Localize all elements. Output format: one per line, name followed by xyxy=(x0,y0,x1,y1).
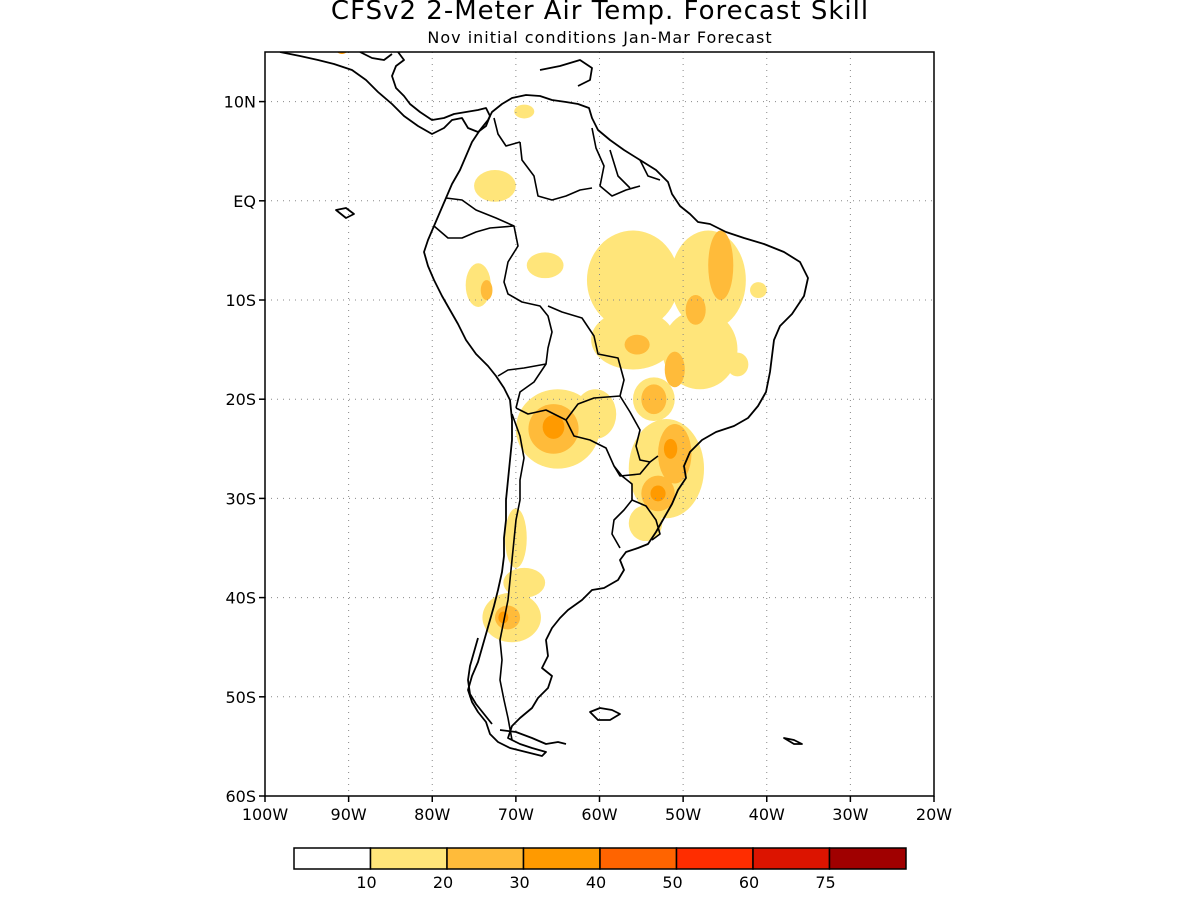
colorbar-swatch xyxy=(522,847,601,870)
coastlines xyxy=(279,52,809,757)
lat-tick-label: 10S xyxy=(225,291,256,310)
lon-tick-label: 50W xyxy=(665,805,701,824)
colorbar-label: 10 xyxy=(356,873,376,892)
south-georgia-island xyxy=(783,737,803,745)
colorbar-label: 60 xyxy=(739,873,759,892)
skill-area-level-3 xyxy=(663,438,678,459)
lon-tick-label: 70W xyxy=(498,805,534,824)
south-america-coastline xyxy=(423,94,809,757)
skill-area-level-2 xyxy=(708,230,734,300)
chile-archipelago xyxy=(467,637,493,725)
lon-tick-label: 80W xyxy=(414,805,450,824)
page-subtitle: Nov initial conditions Jan-Mar Forecast xyxy=(427,28,773,47)
skill-area-level-1 xyxy=(750,282,767,299)
colorbar-label: 30 xyxy=(509,873,529,892)
skill-area-level-2 xyxy=(624,334,650,355)
skill-area-level-2 xyxy=(685,295,706,325)
colorbar-label: 50 xyxy=(662,873,682,892)
lon-tick-label: 100W xyxy=(242,805,289,824)
skill-area-level-3 xyxy=(542,415,565,439)
lon-tick-label: 40W xyxy=(749,805,785,824)
lat-tick-label: 40S xyxy=(225,589,256,608)
lat-tick-label: 50S xyxy=(225,688,256,707)
page-title: CFSv2 2-Meter Air Temp. Forecast Skill xyxy=(330,0,870,26)
map-gridlines xyxy=(265,52,934,796)
colorbar-swatch xyxy=(828,847,907,870)
galapagos-islands xyxy=(335,207,355,219)
skill-area-level-1 xyxy=(726,352,749,377)
lon-tick-label: 60W xyxy=(581,805,617,824)
colorbar-swatch xyxy=(752,847,831,870)
tierra-del-fuego xyxy=(499,729,567,745)
falkland-islands xyxy=(589,707,621,721)
colorbar-label: 20 xyxy=(433,873,453,892)
caribbean-island-coastline xyxy=(539,59,593,87)
lat-tick-label: 30S xyxy=(225,489,256,508)
colorbar-swatch xyxy=(446,847,525,870)
skill-area-level-1 xyxy=(474,170,516,202)
lat-tick-label: 20S xyxy=(225,390,256,409)
skill-shading xyxy=(336,52,767,643)
colorbar-swatch xyxy=(369,847,448,870)
colorbar-label: 40 xyxy=(586,873,606,892)
lat-tick-label: EQ xyxy=(233,192,256,211)
colorbar-label: 75 xyxy=(815,873,835,892)
skill-area-level-2 xyxy=(664,351,685,388)
skill-area-level-1 xyxy=(526,252,564,279)
country-borders xyxy=(433,117,661,741)
skill-area-level-1 xyxy=(503,567,546,598)
skill-area-level-3 xyxy=(650,485,666,502)
lat-tick-label: 10N xyxy=(224,93,256,112)
lon-tick-label: 20W xyxy=(916,805,952,824)
skill-area-level-1 xyxy=(628,505,663,542)
skill-area-level-1 xyxy=(514,104,535,119)
lon-tick-label: 30W xyxy=(832,805,868,824)
skill-area-level-2 xyxy=(641,384,667,415)
central-america-coastline xyxy=(279,52,491,135)
lat-tick-label: 60S xyxy=(225,787,256,806)
colorbar-swatch xyxy=(599,847,678,870)
colorbar-swatch xyxy=(293,847,372,870)
skill-area-level-2 xyxy=(480,280,493,300)
yucatan-coastline xyxy=(359,52,393,61)
colorbar-swatch xyxy=(675,847,754,870)
lon-tick-label: 90W xyxy=(331,805,367,824)
skill-area-level-1 xyxy=(586,230,679,330)
colorbar: 10 20 30 40 50 60 75 xyxy=(293,847,907,892)
